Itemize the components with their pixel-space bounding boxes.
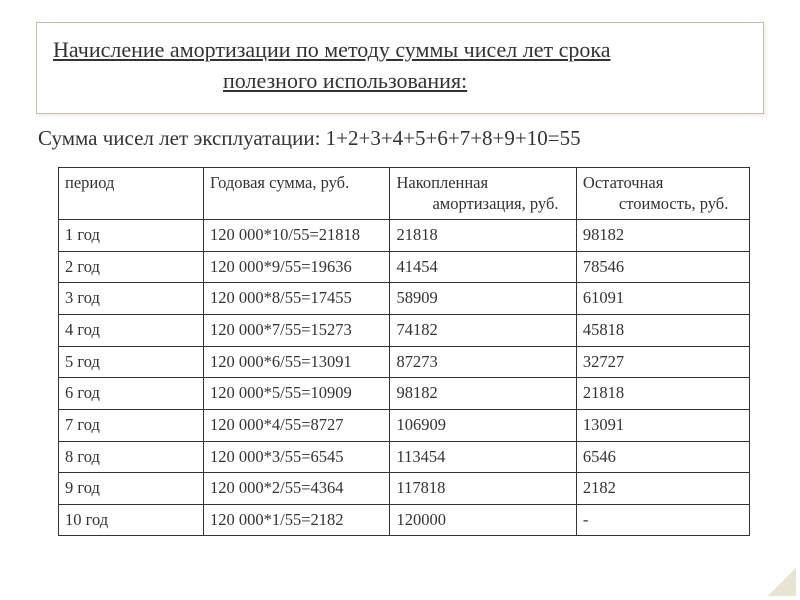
- cell-accum: 106909: [390, 409, 576, 441]
- title-line2: полезного использования:: [53, 68, 467, 93]
- cell-annual: 120 000*8/55=17455: [204, 283, 390, 315]
- cell-annual: 120 000*5/55=10909: [204, 378, 390, 410]
- cell-period: 6 год: [59, 378, 204, 410]
- cell-period: 4 год: [59, 315, 204, 347]
- cell-period: 1 год: [59, 220, 204, 252]
- cell-annual: 120 000*6/55=13091: [204, 346, 390, 378]
- cell-remain: 2182: [576, 473, 749, 505]
- table-row: 5 год120 000*6/55=130918727332727: [59, 346, 750, 378]
- cell-remain: 98182: [576, 220, 749, 252]
- cell-accum: 113454: [390, 441, 576, 473]
- cell-annual: 120 000*10/55=21818: [204, 220, 390, 252]
- cell-remain: 13091: [576, 409, 749, 441]
- cell-period: 10 год: [59, 504, 204, 536]
- table-row: 1 год120 000*10/55=218182181898182: [59, 220, 750, 252]
- table-row: 2 год120 000*9/55=196364145478546: [59, 251, 750, 283]
- cell-accum: 117818: [390, 473, 576, 505]
- cell-accum: 98182: [390, 378, 576, 410]
- cell-remain: 78546: [576, 251, 749, 283]
- col-accum-l2: амортизация, руб.: [396, 194, 558, 213]
- col-annual: Годовая сумма, руб.: [204, 167, 390, 219]
- table-row: 7 год120 000*4/55=872710690913091: [59, 409, 750, 441]
- cell-accum: 74182: [390, 315, 576, 347]
- cell-remain: 32727: [576, 346, 749, 378]
- subtitle: Сумма чисел лет эксплуатации: 1+2+3+4+5+…: [38, 124, 764, 153]
- table-row: 3 год120 000*8/55=174555890961091: [59, 283, 750, 315]
- table-header-row: период Годовая сумма, руб. Накопленная а…: [59, 167, 750, 219]
- table-row: 4 год120 000*7/55=152737418245818: [59, 315, 750, 347]
- cell-period: 9 год: [59, 473, 204, 505]
- cell-remain: 45818: [576, 315, 749, 347]
- cell-annual: 120 000*2/55=4364: [204, 473, 390, 505]
- col-remain: Остаточная стоимость, руб.: [576, 167, 749, 219]
- col-accum: Накопленная амортизация, руб.: [390, 167, 576, 219]
- cell-remain: 61091: [576, 283, 749, 315]
- col-accum-l1: Накопленная: [396, 173, 488, 192]
- cell-period: 5 год: [59, 346, 204, 378]
- cell-remain: 21818: [576, 378, 749, 410]
- title-frame: Начисление амортизации по методу суммы ч…: [36, 22, 764, 114]
- cell-accum: 58909: [390, 283, 576, 315]
- cell-period: 8 год: [59, 441, 204, 473]
- cell-period: 7 год: [59, 409, 204, 441]
- cell-annual: 120 000*9/55=19636: [204, 251, 390, 283]
- col-remain-l1: Остаточная: [583, 173, 663, 192]
- table-row: 10 год120 000*1/55=2182120000-: [59, 504, 750, 536]
- cell-period: 3 год: [59, 283, 204, 315]
- amortization-table: период Годовая сумма, руб. Накопленная а…: [58, 167, 750, 537]
- cell-annual: 120 000*7/55=15273: [204, 315, 390, 347]
- cell-remain: 6546: [576, 441, 749, 473]
- table-row: 9 год120 000*2/55=43641178182182: [59, 473, 750, 505]
- table-body: 1 год120 000*10/55=2181821818981822 год1…: [59, 220, 750, 536]
- cell-annual: 120 000*4/55=8727: [204, 409, 390, 441]
- cell-annual: 120 000*1/55=2182: [204, 504, 390, 536]
- page-title: Начисление амортизации по методу суммы ч…: [53, 35, 747, 97]
- col-period: период: [59, 167, 204, 219]
- cell-accum: 87273: [390, 346, 576, 378]
- cell-accum: 21818: [390, 220, 576, 252]
- cell-period: 2 год: [59, 251, 204, 283]
- table-row: 8 год120 000*3/55=65451134546546: [59, 441, 750, 473]
- cell-accum: 41454: [390, 251, 576, 283]
- table-row: 6 год120 000*5/55=109099818221818: [59, 378, 750, 410]
- col-remain-l2: стоимость, руб.: [583, 194, 728, 213]
- page-curl-icon: [768, 568, 796, 596]
- title-line1: Начисление амортизации по методу суммы ч…: [53, 37, 611, 62]
- cell-remain: -: [576, 504, 749, 536]
- cell-annual: 120 000*3/55=6545: [204, 441, 390, 473]
- cell-accum: 120000: [390, 504, 576, 536]
